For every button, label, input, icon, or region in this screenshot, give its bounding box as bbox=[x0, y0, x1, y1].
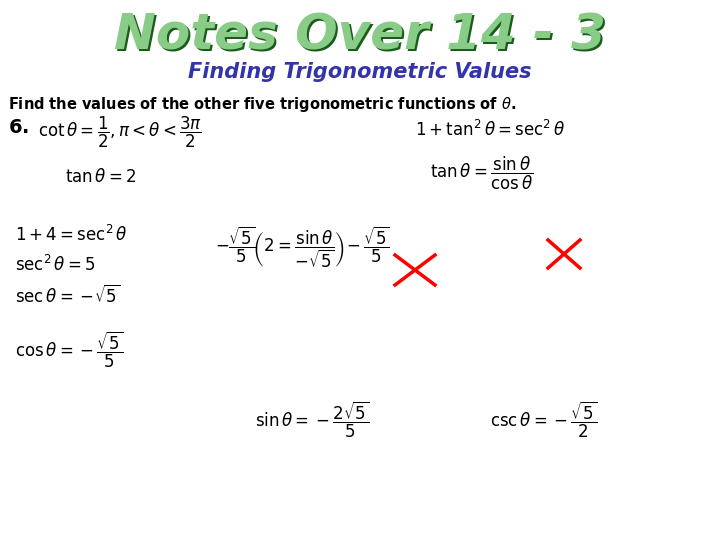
Text: $1 + \tan^2 \theta = \sec^2 \theta$: $1 + \tan^2 \theta = \sec^2 \theta$ bbox=[415, 120, 565, 140]
Text: $1 + 4 = \sec^2 \theta$: $1 + 4 = \sec^2 \theta$ bbox=[15, 225, 127, 245]
Text: $\csc \theta = -\dfrac{\sqrt{5}}{2}$: $\csc \theta = -\dfrac{\sqrt{5}}{2}$ bbox=[490, 400, 597, 440]
Text: Find the values of the other five trigonometric functions of $\theta$.: Find the values of the other five trigon… bbox=[8, 95, 516, 114]
Text: $\sin \theta = -\dfrac{2\sqrt{5}}{5}$: $\sin \theta = -\dfrac{2\sqrt{5}}{5}$ bbox=[255, 400, 369, 440]
Text: Notes Over 14 - 3: Notes Over 14 - 3 bbox=[114, 11, 606, 59]
Text: $-\dfrac{\sqrt{5}}{5}\!\left(2 = \dfrac{\sin \theta}{-\sqrt{5}}\right)\!-\dfrac{: $-\dfrac{\sqrt{5}}{5}\!\left(2 = \dfrac{… bbox=[215, 225, 390, 271]
Text: $\sec \theta = -\!\sqrt{5}$: $\sec \theta = -\!\sqrt{5}$ bbox=[15, 285, 120, 307]
Text: $\mathbf{6.}$: $\mathbf{6.}$ bbox=[8, 118, 29, 137]
Text: Finding Trigonometric Values: Finding Trigonometric Values bbox=[188, 62, 532, 82]
Text: $\tan \theta = 2$: $\tan \theta = 2$ bbox=[65, 168, 137, 186]
Text: Notes Over 14 - 3: Notes Over 14 - 3 bbox=[116, 13, 608, 61]
Text: $\tan \theta = \dfrac{\sin \theta}{\cos \theta}$: $\tan \theta = \dfrac{\sin \theta}{\cos … bbox=[430, 155, 534, 192]
Text: $\cos \theta = -\dfrac{\sqrt{5}}{5}$: $\cos \theta = -\dfrac{\sqrt{5}}{5}$ bbox=[15, 330, 123, 370]
Text: $\sec^2 \theta = 5$: $\sec^2 \theta = 5$ bbox=[15, 255, 96, 275]
Text: $\cot \theta = \dfrac{1}{2}, \pi < \theta < \dfrac{3\pi}{2}$: $\cot \theta = \dfrac{1}{2}, \pi < \thet… bbox=[38, 115, 202, 150]
